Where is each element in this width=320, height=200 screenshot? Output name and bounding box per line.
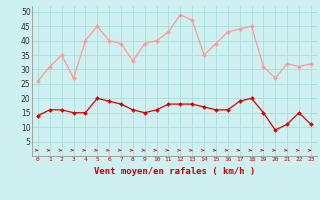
X-axis label: Vent moyen/en rafales ( km/h ): Vent moyen/en rafales ( km/h ) (94, 167, 255, 176)
